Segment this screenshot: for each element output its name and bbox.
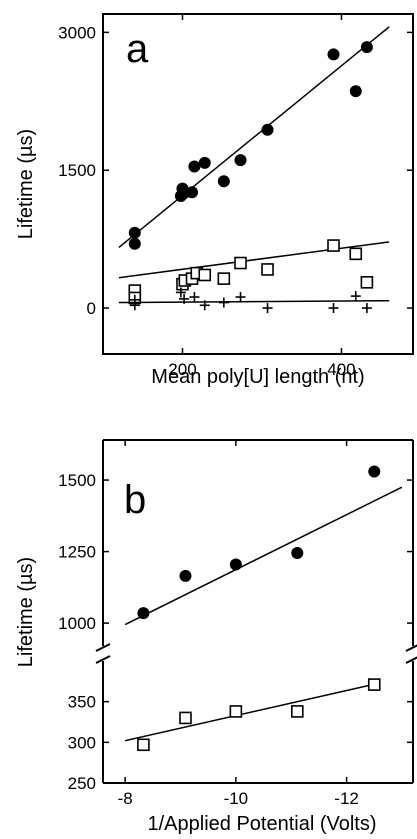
panel-a-point-filled-circle: [360, 41, 373, 54]
panel-a-letter: a: [126, 27, 149, 71]
panel-a-point-filled-circle: [198, 156, 211, 169]
panel-a-point-filled-circle: [128, 237, 141, 250]
panel-a-point-plus: [199, 300, 210, 311]
panel-b-frame: [102, 439, 414, 784]
panel-b-point-filled-circle: [291, 547, 304, 560]
panel-b-y-axis: 1000 1250 1500 250 300 350: [58, 471, 413, 793]
panel-a-plot-area: [118, 26, 390, 314]
panel-b-point-open-square: [137, 738, 150, 752]
panel-a-fit-line-open-square: [118, 241, 390, 279]
panel-a-x-axis: 200 400: [168, 14, 356, 379]
panel-a-y-tick-label: 1500: [58, 161, 96, 180]
panel-a-point-open-square: [234, 256, 247, 270]
panel-a-point-plus: [179, 293, 190, 304]
panel-b-y-tick-label: 1250: [58, 543, 96, 562]
panel-b-point-filled-circle: [137, 607, 150, 620]
panel-a-point-filled-circle: [186, 186, 199, 199]
panel-b-x-tick-label: -12: [334, 789, 359, 808]
panel-b-y-tick-label: 300: [68, 733, 96, 752]
panel-b-x-axis-title: 1/Applied Potential (Volts): [147, 813, 376, 835]
panel-a-point-plus: [189, 292, 200, 303]
panel-a-point-plus: [175, 287, 186, 298]
panel-b-x-axis: -8 -10 -12: [118, 440, 359, 808]
panel-a-point-plus: [328, 303, 339, 314]
panel-a-frame: [102, 13, 414, 355]
panel-b-fit-line-open-square: [124, 682, 380, 742]
panel-b-x-tick-label: -8: [118, 789, 133, 808]
panel-a-point-filled-circle: [128, 226, 141, 239]
panel-a-point-filled-circle: [261, 123, 274, 136]
panel-b-x-tick-label: -10: [224, 789, 249, 808]
panel-a-point-filled-circle: [327, 48, 340, 61]
panel-b-point-open-square: [291, 705, 304, 718]
panel-a-fit-line-plus: [118, 299, 390, 304]
panel-a-point-open-square: [349, 247, 363, 261]
panel-a-y-axis: 0 1500 3000: [58, 23, 413, 318]
panel-a-point-open-square: [217, 272, 231, 285]
panel-a-y-axis-title: Lifetime (µs): [15, 129, 37, 239]
panel-a-point-plus: [218, 297, 229, 308]
panel-a-y-tick-label: 0: [87, 299, 96, 318]
panel-a-point-plus: [361, 303, 372, 314]
panel-a-point-plus: [262, 303, 273, 314]
panel-a: a 200 400 0 1500 3000 Mean poly[U] length (…: [15, 13, 414, 388]
panel-b-point-filled-circle: [229, 558, 242, 571]
panel-b-fit-line-filled-circle: [124, 486, 403, 626]
panel-b-y-axis-title: Lifetime (µs): [15, 557, 37, 667]
panel-b-letter: b: [124, 478, 146, 522]
panel-a-point-plus: [350, 291, 361, 302]
panel-a-point-filled-circle: [217, 175, 230, 188]
panel-a-x-tick-label: 400: [327, 360, 355, 379]
panel-b-y-tick-label: 1500: [58, 471, 96, 490]
panel-a-y-tick-label: 3000: [58, 23, 96, 42]
panel-b-point-filled-circle: [368, 465, 381, 478]
panel-b-point-open-square: [229, 705, 243, 718]
panel-b-plot-area: [124, 465, 403, 752]
panel-a-x-tick-label: 200: [168, 360, 196, 379]
panel-a-point-plus: [235, 292, 246, 303]
panel-b: b -8 -10 -12 1000 1250 1500 250 300 350 1/Appli…: [15, 439, 417, 835]
panel-a-point-filled-circle: [234, 154, 247, 167]
panel-a-fit-line-filled-circle: [118, 26, 390, 248]
panel-a-point-filled-circle: [188, 160, 201, 173]
panel-b-y-tick-label: 350: [68, 693, 96, 712]
panel-b-axis-break-marks: [95, 643, 417, 664]
panel-a-point-plus: [129, 300, 140, 311]
panel-a-point-filled-circle: [349, 85, 362, 98]
panel-b-point-filled-circle: [179, 569, 192, 582]
panel-a-point-open-square: [261, 263, 274, 276]
panel-a-point-open-square: [360, 276, 374, 289]
panel-a-point-open-square: [327, 239, 340, 252]
panel-b-point-open-square: [367, 678, 381, 691]
panel-a-point-open-square: [198, 268, 212, 282]
panel-a-x-axis-title: Mean poly[U] length (nt): [151, 366, 364, 388]
panel-b-point-open-square: [179, 711, 192, 725]
panel-b-y-tick-label: 250: [68, 774, 96, 793]
panel-b-y-tick-label: 1000: [58, 614, 96, 633]
